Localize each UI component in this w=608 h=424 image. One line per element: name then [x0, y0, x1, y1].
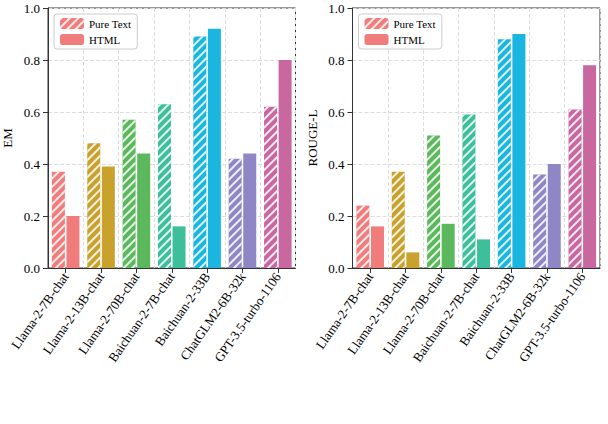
svg-text:ChatGLM2-6B-32k: ChatGLM2-6B-32k [177, 269, 249, 363]
svg-text:HTML: HTML [89, 34, 120, 46]
svg-text:0.8: 0.8 [24, 53, 40, 68]
svg-text:EM: EM [0, 128, 15, 148]
svg-text:0.4: 0.4 [24, 157, 41, 172]
svg-text:0.0: 0.0 [328, 261, 344, 276]
svg-text:Llama-2-7B-chat: Llama-2-7B-chat [312, 269, 377, 352]
svg-text:GPT-3.5-turbo-1106: GPT-3.5-turbo-1106 [211, 269, 284, 364]
svg-text:0.4: 0.4 [328, 157, 345, 172]
svg-text:0.6: 0.6 [24, 105, 41, 120]
svg-text:0.0: 0.0 [24, 261, 40, 276]
svg-text:Pure Text: Pure Text [89, 18, 131, 30]
svg-text:1.0: 1.0 [328, 1, 344, 16]
svg-text:ChatGLM2-6B-32k: ChatGLM2-6B-32k [481, 269, 554, 363]
svg-text:0.6: 0.6 [328, 105, 345, 120]
svg-text:ROUGE-L: ROUGE-L [305, 109, 320, 166]
svg-text:HTML: HTML [394, 34, 425, 46]
svg-text:0.2: 0.2 [328, 209, 344, 224]
svg-text:Baichuan-2-7B-chat: Baichuan-2-7B-chat [105, 269, 178, 365]
svg-text:Llama-2-13B-chat: Llama-2-13B-chat [40, 269, 108, 357]
svg-text:Llama-2-70B-chat: Llama-2-70B-chat [380, 269, 448, 357]
svg-text:GPT-3.5-turbo-1106: GPT-3.5-turbo-1106 [516, 269, 589, 364]
svg-text:0.2: 0.2 [24, 209, 40, 224]
svg-text:Pure Text: Pure Text [394, 18, 436, 30]
svg-text:Llama-2-70B-chat: Llama-2-70B-chat [75, 269, 143, 357]
svg-text:Baichuan-2-33B: Baichuan-2-33B [456, 269, 518, 349]
svg-text:1.0: 1.0 [24, 1, 40, 16]
svg-text:Baichuan-2-33B: Baichuan-2-33B [151, 269, 214, 349]
svg-text:Llama-2-7B-chat: Llama-2-7B-chat [8, 269, 72, 352]
svg-text:Baichuan-2-7B-chat: Baichuan-2-7B-chat [409, 269, 483, 365]
svg-text:Llama-2-13B-chat: Llama-2-13B-chat [344, 269, 412, 357]
svg-text:0.8: 0.8 [328, 53, 344, 68]
